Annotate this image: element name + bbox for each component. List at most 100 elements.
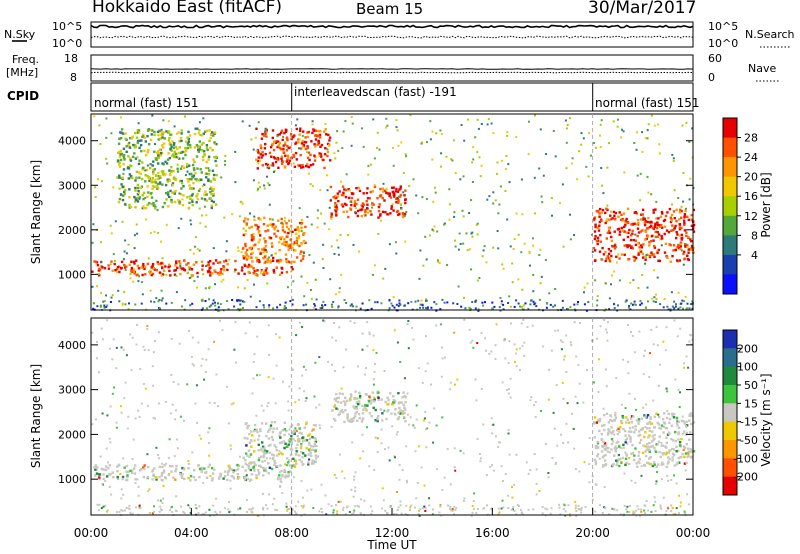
- range-cell: [257, 156, 260, 159]
- range-cell: [504, 357, 507, 360]
- range-cell: [630, 302, 633, 305]
- range-cell: [513, 343, 516, 346]
- range-cell: [288, 464, 291, 467]
- range-cell: [655, 293, 657, 296]
- range-cell: [599, 417, 602, 421]
- range-cell: [513, 510, 516, 512]
- range-cell: [167, 266, 170, 269]
- range-cell: [160, 509, 163, 512]
- range-cell: [180, 182, 184, 185]
- range-cell: [211, 479, 214, 482]
- range-cell: [183, 150, 186, 154]
- range-cell: [141, 161, 144, 164]
- range-cell: [361, 332, 364, 335]
- range-cell: [187, 137, 190, 141]
- range-cell: [620, 253, 624, 256]
- range-cell: [162, 119, 165, 122]
- range-cell: [124, 203, 127, 206]
- range-cell: [646, 461, 649, 465]
- range-cell: [128, 504, 131, 507]
- range-cell: [387, 409, 390, 412]
- range-cell: [603, 428, 606, 432]
- range-cell: [245, 222, 248, 225]
- range-cell: [385, 417, 388, 421]
- range-cell: [596, 299, 599, 302]
- cpid-segment-1: normal (fast) 151: [94, 96, 198, 110]
- range-cell: [197, 464, 200, 467]
- range-cell: [192, 187, 195, 190]
- range-cell: [244, 233, 247, 236]
- range-cell: [313, 441, 317, 445]
- range-cell: [397, 144, 400, 147]
- range-cell: [335, 407, 338, 410]
- range-cell: [144, 140, 147, 143]
- range-cell: [691, 127, 694, 130]
- range-cell: [692, 421, 696, 424]
- range-cell: [167, 120, 170, 123]
- range-cell: [136, 200, 140, 203]
- range-cell: [258, 464, 262, 468]
- range-cell: [368, 396, 372, 400]
- range-cell: [668, 207, 672, 211]
- range-cell: [475, 224, 478, 227]
- range-cell: [360, 214, 363, 218]
- range-cell: [517, 302, 520, 305]
- range-cell: [199, 134, 202, 137]
- range-cell: [204, 371, 207, 373]
- range-cell: [187, 180, 190, 183]
- range-cell: [195, 286, 198, 289]
- range-cell: [283, 421, 286, 424]
- range-cell: [291, 424, 294, 427]
- range-cell: [300, 443, 303, 446]
- range-cell: [119, 405, 122, 408]
- range-cell: [253, 215, 256, 218]
- range-cell: [652, 426, 656, 429]
- range-cell: [396, 209, 400, 213]
- range-cell: [257, 217, 260, 220]
- range-cell: [381, 187, 385, 190]
- range-cell: [611, 432, 614, 435]
- range-cell: [118, 176, 121, 179]
- range-cell: [205, 199, 209, 202]
- range-cell: [614, 416, 618, 419]
- range-cell: [651, 430, 654, 433]
- range-cell: [267, 376, 270, 379]
- range-cell: [160, 261, 163, 265]
- range-cell: [648, 375, 651, 378]
- range-cell: [257, 438, 260, 441]
- range-cell: [110, 296, 113, 299]
- range-cell: [577, 504, 580, 507]
- range-cell: [212, 468, 216, 471]
- range-cell: [682, 420, 685, 423]
- range-cell: [329, 278, 332, 281]
- range-cell: [329, 185, 333, 189]
- range-cell: [138, 197, 141, 200]
- range-cell: [173, 177, 176, 181]
- range-cell: [129, 157, 132, 160]
- range-cell: [100, 291, 102, 294]
- range-cell: [621, 229, 625, 232]
- range-cell: [158, 148, 161, 152]
- range-cell: [395, 119, 398, 121]
- range-cell: [257, 473, 260, 476]
- range-cell: [532, 290, 535, 293]
- range-cell: [382, 277, 385, 280]
- range-cell: [417, 513, 420, 516]
- range-cell: [188, 329, 190, 332]
- range-cell: [369, 399, 372, 403]
- range-cell: [217, 302, 219, 305]
- range-cell: [625, 437, 629, 440]
- range-cell: [307, 172, 310, 175]
- range-cell: [177, 151, 181, 155]
- range-cell: [157, 174, 161, 178]
- range-cell: [492, 191, 495, 194]
- range-cell: [122, 348, 125, 351]
- range-cell: [657, 233, 661, 236]
- range-cell: [291, 230, 294, 233]
- range-cell: [228, 501, 230, 503]
- range-cell: [634, 428, 637, 431]
- range-cell: [112, 186, 115, 189]
- range-cell: [654, 301, 657, 303]
- range-cell: [615, 255, 618, 258]
- range-cell: [127, 144, 131, 147]
